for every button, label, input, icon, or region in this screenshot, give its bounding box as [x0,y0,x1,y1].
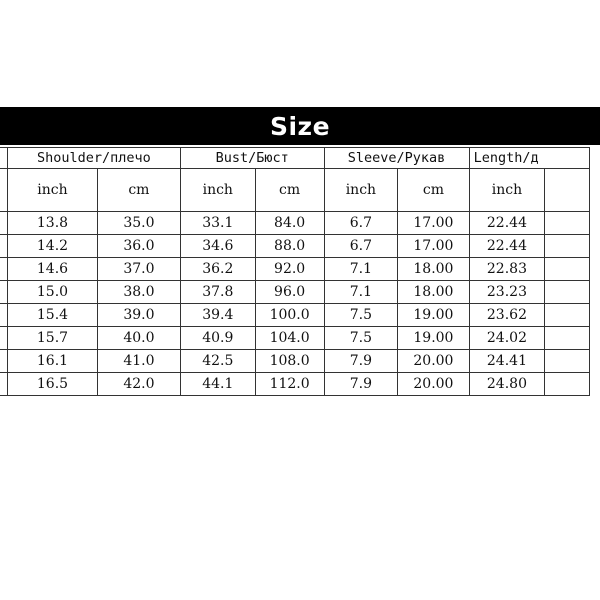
table-cell [0,303,8,327]
table-cell: 16.5 [6,372,99,396]
unit-cell: cm [254,168,325,212]
table-row: 15.4 39.0 39.4 100.0 7.5 19.00 23.62 [0,303,590,327]
table-cell: 6.7 [323,211,399,235]
table-cell: 24.80 [468,372,546,396]
table-row: 16.1 41.0 42.5 108.0 7.9 20.00 24.41 [0,349,590,373]
table-cell: 18.00 [397,257,470,281]
table-cell: 44.1 [179,372,256,396]
table-cell: 17.00 [397,211,470,235]
table-cell: 34.6 [179,234,256,258]
table-row: 14.6 37.0 36.2 92.0 7.1 18.00 22.83 [0,257,590,281]
unit-cell: inch [468,168,546,212]
table-cell: 22.83 [468,257,546,281]
table-cell: 19.00 [397,303,470,327]
size-table: Shoulder/плечо Bust/Бюст Sleeve/Рукав Le… [0,147,591,396]
table-cell: 7.5 [323,303,399,327]
table-cell [0,234,8,258]
table-cell: 36.2 [179,257,256,281]
unit-cell: inch [179,168,256,212]
table-cell: 16.1 [6,349,99,373]
table-row: 14.2 36.0 34.6 88.0 6.7 17.00 22.44 [0,234,590,258]
unit-cell: cm [397,168,470,212]
table-cell: 22.44 [468,211,546,235]
page-title: Size [269,111,331,141]
table-cell: 18.00 [397,280,470,304]
table-row: 15.0 38.0 37.8 96.0 7.1 18.00 23.23 [0,280,590,304]
table-cell: 7.1 [323,280,399,304]
table-cell [544,257,590,281]
table-cell: 20.00 [397,349,470,373]
table-cell: 6.7 [323,234,399,258]
table-cell: 41.0 [97,349,181,373]
table-cell: 37.8 [179,280,256,304]
table-row: 13.8 35.0 33.1 84.0 6.7 17.00 22.44 [0,211,590,235]
table-cell: 7.9 [323,349,399,373]
table-cell: 24.41 [468,349,546,373]
table-cell: 84.0 [254,211,325,235]
table-cell: 36.0 [97,234,181,258]
table-row: 15.7 40.0 40.9 104.0 7.5 19.00 24.02 [0,326,590,350]
table-cell: 20.00 [397,372,470,396]
table-cell: 7.5 [323,326,399,350]
unit-cell [0,168,8,212]
table-cell [544,372,590,396]
shoulder-header: Shoulder/плечо [6,147,181,169]
table-cell [544,326,590,350]
table-cell: 17.00 [397,234,470,258]
length-header: Length/д [468,147,591,169]
table-cell: 40.0 [97,326,181,350]
unit-header-row: inch cm inch cm inch cm inch [0,168,590,212]
table-cell: 13.8 [6,211,99,235]
unit-cell: inch [323,168,399,212]
table-cell: 33.1 [179,211,256,235]
table-cell: 42.0 [97,372,181,396]
bust-header: Bust/Бюст [179,147,325,169]
unit-cell [544,168,590,212]
table-cell [544,303,590,327]
table-cell [0,326,8,350]
table-cell: 15.0 [6,280,99,304]
table-cell [544,280,590,304]
table-cell [544,349,590,373]
table-cell: 22.44 [468,234,546,258]
table-cell [0,349,8,373]
sleeve-header: Sleeve/Рукав [323,147,470,169]
table-cell [544,211,590,235]
table-cell: 40.9 [179,326,256,350]
table-cell: 108.0 [254,349,325,373]
table-cell [0,257,8,281]
table-cell: 39.0 [97,303,181,327]
table-cell: 39.4 [179,303,256,327]
table-cell: 7.9 [323,372,399,396]
table-cell: 23.62 [468,303,546,327]
unit-cell: inch [6,168,99,212]
table-cell: 112.0 [254,372,325,396]
table-cell: 19.00 [397,326,470,350]
table-cell: 15.7 [6,326,99,350]
table-cell: 96.0 [254,280,325,304]
table-cell: 42.5 [179,349,256,373]
table-cell: 14.6 [6,257,99,281]
table-cell: 23.23 [468,280,546,304]
table-cell: 7.1 [323,257,399,281]
table-row: 16.5 42.0 44.1 112.0 7.9 20.00 24.80 [0,372,590,396]
table-cell [544,234,590,258]
table-cell: 14.2 [6,234,99,258]
table-cell: 37.0 [97,257,181,281]
unit-cell: cm [97,168,181,212]
table-cell [0,211,8,235]
table-cell: 38.0 [97,280,181,304]
table-cell: 24.02 [468,326,546,350]
group-header-row: Shoulder/плечо Bust/Бюст Sleeve/Рукав Le… [0,147,591,169]
table-cell: 35.0 [97,211,181,235]
table-cell: 100.0 [254,303,325,327]
table-cell [0,372,8,396]
table-cell: 92.0 [254,257,325,281]
size-column-header [0,147,8,169]
table-cell: 88.0 [254,234,325,258]
title-bar: Size [0,107,600,145]
table-cell: 15.4 [6,303,99,327]
table-cell: 104.0 [254,326,325,350]
table-cell [0,280,8,304]
